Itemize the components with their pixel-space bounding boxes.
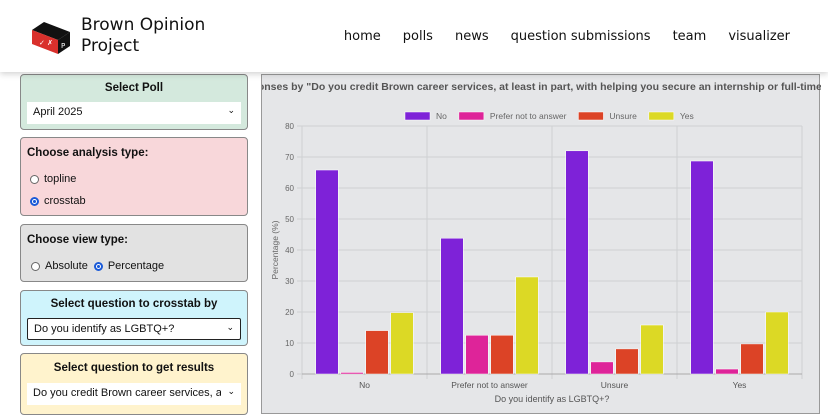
brand-line-1: Brown Opinion (81, 15, 206, 35)
legend-label: Unsure (609, 111, 637, 121)
radio-percentage[interactable]: Percentage (93, 260, 165, 272)
bar-no (440, 237, 464, 375)
nav-visualizer[interactable]: visualizer (728, 29, 790, 44)
bar-unsure (365, 330, 389, 375)
bar-yes (390, 312, 414, 375)
analysis-type-panel: Choose analysis type: topline crosstab (20, 137, 248, 216)
radio-topline[interactable]: topline (30, 173, 76, 185)
site-header: ✓ ✗ P Brown Opinion Project home polls n… (0, 0, 828, 72)
y-tick-label: 60 (285, 184, 294, 193)
y-tick-label: 20 (285, 308, 294, 317)
bar-unsure (615, 348, 639, 375)
nav-polls[interactable]: polls (402, 29, 433, 44)
radio-checked-icon[interactable] (93, 261, 103, 271)
legend-swatch (648, 111, 675, 121)
y-tick-label: 0 (290, 370, 295, 379)
brand-line-2: Project (81, 36, 140, 56)
bar-unsure (740, 343, 764, 375)
radio-label: Absolute (45, 260, 88, 272)
legend-label: Prefer not to answer (490, 111, 567, 121)
results-panel: Select question to get results Do you cr… (20, 353, 248, 415)
bar-no (315, 169, 339, 375)
crosstab-select-value: Do you identify as LGBTQ+? (34, 323, 175, 335)
y-tick-label: 30 (285, 277, 294, 286)
bar-yes (515, 276, 539, 375)
poll-select-value: April 2025 (33, 106, 83, 118)
legend-swatch (404, 111, 431, 121)
logo-cube-icon[interactable]: ✓ ✗ P (30, 18, 74, 54)
select-poll-title: Select Poll (104, 82, 164, 94)
crosstab-select[interactable]: Do you identify as LGBTQ+? ⌄ (27, 318, 241, 340)
results-title: Select question to get results (53, 362, 215, 374)
svg-text:✓ ✗: ✓ ✗ (39, 39, 53, 47)
y-axis-label: Percentage (%) (270, 220, 280, 279)
chevron-down-icon: ⌄ (226, 322, 234, 332)
y-tick-label: 80 (285, 122, 294, 131)
bar-prefer-not-to-answer (590, 361, 614, 375)
x-tick-label: Prefer not to answer (451, 380, 528, 390)
chart-title: Responses by "Do you credit Brown career… (262, 81, 821, 93)
nav-team[interactable]: team (672, 29, 707, 44)
y-tick-label: 40 (285, 246, 294, 255)
nav-news[interactable]: news (454, 29, 489, 44)
radio-absolute[interactable]: Absolute (31, 260, 88, 272)
bar-unsure (490, 335, 514, 375)
scrollbar[interactable] (821, 74, 828, 412)
chart-container: Responses by "Do you credit Brown career… (232, 74, 828, 414)
analysis-type-title: Choose analysis type: (27, 147, 149, 159)
main-nav: home polls news question submissions tea… (344, 29, 790, 44)
y-tick-label: 70 (285, 153, 294, 162)
svg-text:P: P (61, 42, 65, 50)
chevron-down-icon: ⌄ (227, 386, 235, 396)
radio-label: crosstab (44, 195, 86, 207)
results-select[interactable]: Do you credit Brown career services, at … (27, 383, 241, 405)
legend-label: No (436, 111, 447, 121)
y-tick-label: 50 (285, 215, 294, 224)
crosstab-title: Select question to crosstab by (50, 298, 218, 310)
x-tick-label: Unsure (601, 380, 629, 390)
nav-home[interactable]: home (343, 29, 381, 44)
bar-no (565, 150, 589, 375)
bar-yes (765, 311, 789, 375)
bar-no (690, 160, 714, 375)
brand-name[interactable]: Brown Opinion Project (81, 15, 205, 57)
bar-yes (640, 324, 664, 375)
legend-swatch (578, 111, 604, 121)
x-tick-label: Yes (733, 380, 747, 390)
poll-select[interactable]: April 2025 ⌄ (27, 102, 241, 124)
view-type-title: Choose view type: (27, 234, 128, 246)
crosstab-panel: Select question to crosstab by Do you id… (20, 290, 248, 346)
radio-crosstab[interactable]: crosstab (30, 195, 86, 207)
legend-swatch (458, 111, 485, 121)
select-poll-panel: Select Poll April 2025 ⌄ (20, 74, 248, 130)
view-type-panel: Choose view type: Absolute Percentage (20, 224, 248, 282)
bar-prefer-not-to-answer (715, 368, 739, 375)
nav-question-submissions[interactable]: question submissions (510, 29, 651, 44)
legend-label: Yes (680, 111, 694, 121)
radio-icon[interactable] (31, 261, 40, 271)
bar-prefer-not-to-answer (465, 335, 489, 375)
x-tick-label: No (359, 380, 370, 390)
y-tick-label: 10 (285, 339, 294, 348)
x-axis-label: Do you identify as LGBTQ+? (495, 394, 610, 404)
radio-checked-icon[interactable] (30, 196, 39, 206)
radio-label: Percentage (107, 260, 165, 272)
bar-chart: Responses by "Do you credit Brown career… (232, 81, 828, 404)
results-select-value: Do you credit Brown career services, at … (33, 387, 221, 399)
radio-label: topline (44, 173, 77, 185)
radio-icon[interactable] (30, 174, 39, 184)
bar-prefer-not-to-answer (340, 372, 364, 375)
chevron-down-icon: ⌄ (227, 105, 235, 115)
